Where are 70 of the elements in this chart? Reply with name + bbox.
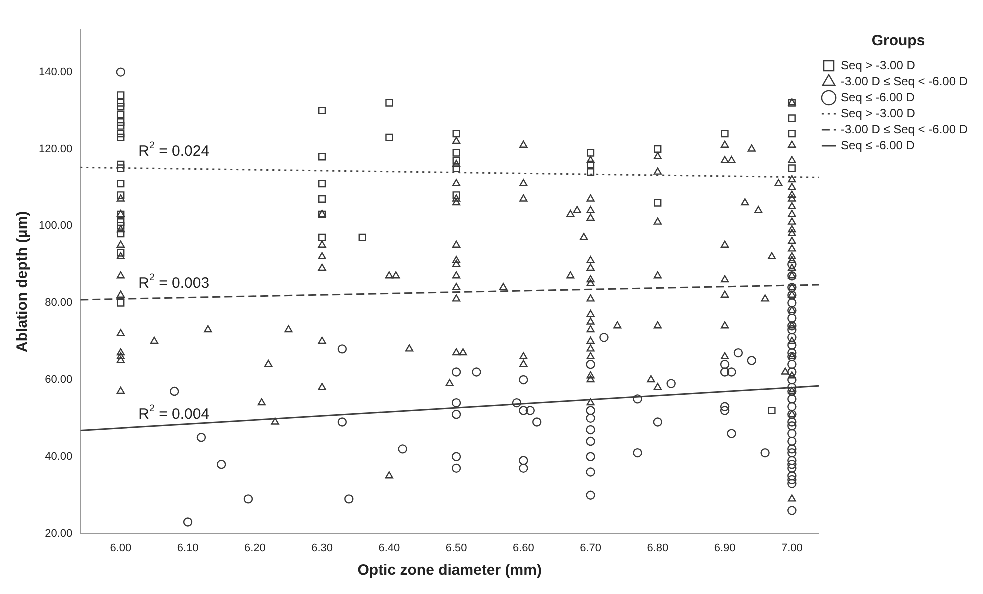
y-tick-label: 80.00 xyxy=(45,297,73,310)
legend-label: Seq ≤ -6.00 D xyxy=(841,138,916,152)
point xyxy=(318,106,326,115)
x-tick-label: 6.60 xyxy=(512,542,534,554)
point xyxy=(117,99,125,107)
point xyxy=(358,234,366,242)
x-axis-title: Optic zone diameter (mm) xyxy=(358,562,542,580)
point xyxy=(386,99,394,107)
y-tick-label: 100.00 xyxy=(38,220,73,232)
point xyxy=(117,130,125,138)
point xyxy=(788,130,796,138)
point xyxy=(117,210,125,218)
point xyxy=(117,299,125,307)
point xyxy=(117,122,125,130)
x-tick-label: 6.20 xyxy=(244,542,266,554)
point xyxy=(788,99,796,107)
point xyxy=(587,149,595,157)
x-tick-label: 6.50 xyxy=(446,542,468,554)
point xyxy=(117,134,125,142)
point xyxy=(452,164,460,172)
point xyxy=(318,180,326,188)
point xyxy=(318,234,326,242)
x-tick-label: 6.70 xyxy=(580,542,602,554)
point xyxy=(452,192,460,200)
y-tick-label: 40.00 xyxy=(45,450,73,463)
legend-label: -3.00 D ≤ Seq < -6.00 D xyxy=(841,74,968,88)
point xyxy=(117,222,125,230)
legend-label: Seq ≤ -6.00 D xyxy=(841,90,916,104)
legend-label: Seq > -3.00 D xyxy=(841,106,916,120)
point xyxy=(117,249,125,257)
y-tick-label: 20.00 xyxy=(45,528,73,540)
point xyxy=(587,168,595,176)
point xyxy=(117,92,125,100)
point xyxy=(318,195,326,203)
y-axis-title: Ablation depth (µm) xyxy=(14,211,32,352)
point xyxy=(117,218,125,226)
y-tick-label: 140.00 xyxy=(38,66,73,78)
legend-title: Groups xyxy=(872,32,926,50)
point xyxy=(721,130,729,138)
point xyxy=(452,156,460,165)
point xyxy=(117,110,125,118)
point xyxy=(318,153,326,161)
point xyxy=(452,149,460,157)
point xyxy=(587,160,595,168)
x-tick-label: 6.30 xyxy=(312,542,334,554)
x-tick-label: 6.10 xyxy=(177,542,199,554)
y-tick-label: 60.00 xyxy=(45,374,73,386)
point xyxy=(318,210,326,218)
point xyxy=(117,118,125,126)
point xyxy=(654,199,662,207)
x-tick-label: 6.80 xyxy=(647,542,669,554)
point xyxy=(117,160,125,168)
point xyxy=(768,406,776,415)
x-tick-label: 6.00 xyxy=(110,542,132,554)
point xyxy=(788,114,796,122)
y-tick-label: 120.00 xyxy=(38,143,73,156)
point xyxy=(386,134,394,142)
x-tick-label: 6.40 xyxy=(378,542,400,554)
legend-label: Seq > -3.00 D xyxy=(841,58,916,72)
point xyxy=(117,192,125,200)
point xyxy=(452,130,460,138)
x-tick-label: 7.00 xyxy=(781,542,803,554)
point xyxy=(788,164,796,172)
point xyxy=(654,145,662,153)
point xyxy=(117,164,125,172)
point xyxy=(117,230,125,238)
x-tick-label: 6.90 xyxy=(714,542,736,554)
legend-label: -3.00 D ≤ Seq < -6.00 D xyxy=(841,122,968,136)
point xyxy=(117,103,125,111)
point xyxy=(117,180,125,188)
